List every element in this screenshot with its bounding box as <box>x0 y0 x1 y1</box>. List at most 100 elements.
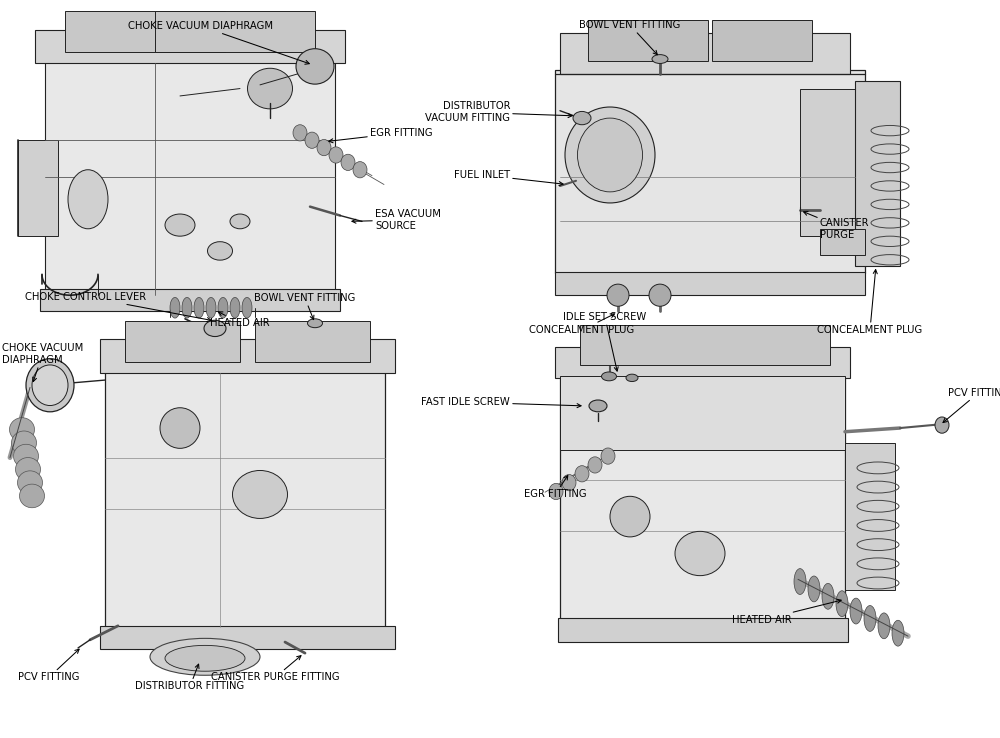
FancyBboxPatch shape <box>65 11 225 52</box>
Text: DISTRIBUTOR FITTING: DISTRIBUTOR FITTING <box>135 664 245 692</box>
Text: CHOKE CONTROL LEVER: CHOKE CONTROL LEVER <box>25 292 211 322</box>
Ellipse shape <box>864 605 876 632</box>
Text: CANISTER PURGE FITTING: CANISTER PURGE FITTING <box>211 655 339 683</box>
Ellipse shape <box>602 372 616 381</box>
Text: DISTRIBUTOR
VACUUM FITTING: DISTRIBUTOR VACUUM FITTING <box>425 101 572 123</box>
Ellipse shape <box>317 139 331 156</box>
FancyBboxPatch shape <box>588 20 708 61</box>
FancyBboxPatch shape <box>555 347 850 378</box>
Ellipse shape <box>242 297 252 318</box>
FancyBboxPatch shape <box>555 272 865 295</box>
Text: FUEL INLET: FUEL INLET <box>454 170 563 185</box>
Ellipse shape <box>878 613 890 639</box>
Ellipse shape <box>589 400 607 412</box>
FancyBboxPatch shape <box>555 70 865 273</box>
FancyBboxPatch shape <box>155 11 315 52</box>
Ellipse shape <box>15 458 40 481</box>
Ellipse shape <box>652 55 668 63</box>
FancyBboxPatch shape <box>35 30 345 63</box>
Ellipse shape <box>194 297 204 318</box>
Text: CONCEALMENT PLUG: CONCEALMENT PLUG <box>817 269 923 335</box>
Ellipse shape <box>935 417 949 433</box>
FancyBboxPatch shape <box>40 289 340 311</box>
Ellipse shape <box>607 284 629 306</box>
Ellipse shape <box>836 590 848 617</box>
Ellipse shape <box>20 484 44 508</box>
Ellipse shape <box>232 471 288 518</box>
Ellipse shape <box>12 431 36 455</box>
FancyBboxPatch shape <box>558 618 848 642</box>
Text: PCV FITTING: PCV FITTING <box>943 387 1000 423</box>
Ellipse shape <box>353 162 367 178</box>
FancyBboxPatch shape <box>560 376 845 620</box>
Text: BOWL VENT FITTING: BOWL VENT FITTING <box>579 20 681 55</box>
Text: ESA VACUUM
SOURCE: ESA VACUUM SOURCE <box>352 209 441 231</box>
Ellipse shape <box>182 297 192 318</box>
Text: CHOKE VACUUM
DIAPHRAGM: CHOKE VACUUM DIAPHRAGM <box>2 343 83 382</box>
Ellipse shape <box>150 638 260 675</box>
Ellipse shape <box>308 319 322 328</box>
Text: CONCEALMENT PLUG: CONCEALMENT PLUG <box>529 314 635 335</box>
Ellipse shape <box>588 457 602 473</box>
Ellipse shape <box>649 284 671 306</box>
Ellipse shape <box>165 645 245 672</box>
Text: FAST IDLE SCREW: FAST IDLE SCREW <box>421 397 581 407</box>
FancyBboxPatch shape <box>105 369 385 627</box>
Ellipse shape <box>808 576 820 602</box>
Ellipse shape <box>230 297 240 318</box>
Text: HEATED AIR: HEATED AIR <box>732 599 841 625</box>
FancyBboxPatch shape <box>560 33 850 74</box>
Ellipse shape <box>218 297 228 318</box>
Ellipse shape <box>575 466 589 482</box>
Ellipse shape <box>562 475 576 491</box>
Ellipse shape <box>601 448 615 464</box>
Text: EGR FITTING: EGR FITTING <box>329 128 433 142</box>
Text: HEATED AIR: HEATED AIR <box>210 312 270 328</box>
FancyBboxPatch shape <box>18 140 58 236</box>
FancyBboxPatch shape <box>125 321 240 362</box>
Ellipse shape <box>26 359 74 412</box>
Ellipse shape <box>296 49 334 84</box>
Ellipse shape <box>18 471 42 494</box>
FancyBboxPatch shape <box>100 626 395 649</box>
Text: BOWL VENT FITTING: BOWL VENT FITTING <box>254 293 356 320</box>
Ellipse shape <box>578 118 642 192</box>
Ellipse shape <box>610 496 650 537</box>
Ellipse shape <box>794 568 806 595</box>
FancyBboxPatch shape <box>560 376 845 450</box>
Ellipse shape <box>68 170 108 229</box>
Ellipse shape <box>675 531 725 576</box>
FancyBboxPatch shape <box>580 325 830 365</box>
Ellipse shape <box>204 320 226 337</box>
Ellipse shape <box>248 69 292 108</box>
Ellipse shape <box>892 620 904 646</box>
Text: IDLE SET SCREW: IDLE SET SCREW <box>563 312 647 371</box>
Ellipse shape <box>14 444 38 468</box>
FancyBboxPatch shape <box>855 81 900 266</box>
Ellipse shape <box>329 147 343 163</box>
Ellipse shape <box>170 297 180 318</box>
Ellipse shape <box>160 407 200 449</box>
Ellipse shape <box>565 107 655 203</box>
Ellipse shape <box>293 125 307 141</box>
Ellipse shape <box>573 111 591 125</box>
FancyBboxPatch shape <box>712 20 812 61</box>
Ellipse shape <box>822 583 834 610</box>
Text: PCV FITTING: PCV FITTING <box>18 649 80 683</box>
Ellipse shape <box>549 483 563 500</box>
FancyBboxPatch shape <box>800 89 860 236</box>
FancyBboxPatch shape <box>100 339 395 373</box>
Ellipse shape <box>305 132 319 148</box>
FancyBboxPatch shape <box>845 443 895 590</box>
Ellipse shape <box>165 214 195 236</box>
Ellipse shape <box>10 418 34 441</box>
Ellipse shape <box>341 154 355 170</box>
Text: CANISTER
PURGE: CANISTER PURGE <box>804 212 870 240</box>
FancyBboxPatch shape <box>45 52 335 295</box>
FancyBboxPatch shape <box>255 321 370 362</box>
Ellipse shape <box>626 374 638 382</box>
Ellipse shape <box>850 598 862 624</box>
FancyBboxPatch shape <box>820 229 865 255</box>
Ellipse shape <box>230 214 250 229</box>
Ellipse shape <box>32 365 68 406</box>
